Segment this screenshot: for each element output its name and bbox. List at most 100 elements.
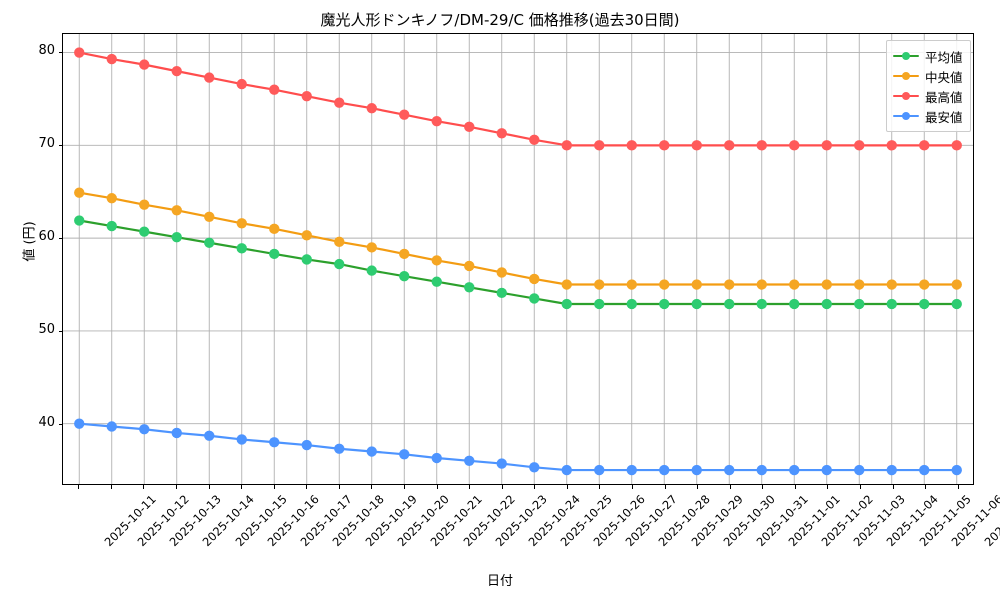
data-point-marker	[594, 140, 605, 151]
y-axis-tick-label: 70	[38, 135, 55, 151]
data-point-marker	[171, 427, 182, 439]
data-point-marker	[626, 298, 637, 310]
data-point-marker	[919, 279, 930, 290]
data-point-marker	[854, 298, 865, 310]
data-point-marker	[789, 140, 800, 151]
data-point-marker	[171, 232, 182, 243]
data-point-marker	[756, 140, 767, 151]
data-point-marker	[334, 236, 345, 248]
data-point-marker	[691, 279, 702, 290]
x-axis-tick-mark	[404, 485, 405, 489]
legend-item[interactable]: 中央値	[893, 66, 963, 86]
data-point-marker	[236, 434, 247, 445]
y-axis-tick-mark	[58, 238, 62, 240]
data-point-marker	[106, 193, 117, 204]
data-point-marker	[756, 279, 767, 290]
x-axis-tick-mark	[925, 485, 927, 489]
x-axis-label: 日付	[486, 574, 513, 589]
grid-lines	[63, 34, 973, 484]
data-point-marker	[919, 298, 930, 310]
data-point-marker	[431, 276, 442, 287]
legend-item-label: 平均値	[925, 49, 963, 65]
data-point-marker	[659, 279, 670, 290]
data-point-marker	[529, 293, 540, 304]
data-point-marker	[919, 140, 930, 151]
x-axis-tick-mark	[762, 485, 764, 489]
legend-item[interactable]: 最高値	[893, 86, 963, 106]
data-point-marker	[496, 458, 507, 469]
data-point-marker	[74, 418, 85, 429]
data-point-marker	[301, 230, 312, 241]
data-point-marker	[464, 260, 475, 272]
data-point-marker	[951, 279, 962, 290]
data-point-marker	[74, 215, 85, 226]
data-point-marker	[789, 279, 800, 290]
x-axis-tick-mark	[729, 485, 731, 489]
y-axis-tick-label: 60	[38, 229, 55, 245]
data-point-marker	[951, 140, 962, 151]
data-point-marker	[431, 116, 442, 127]
data-point-marker	[561, 279, 572, 290]
data-point-marker	[171, 65, 182, 77]
data-point-marker	[431, 452, 442, 464]
x-axis-tick-mark	[664, 485, 666, 489]
data-point-marker	[139, 424, 150, 435]
x-axis-tick-mark	[338, 485, 340, 489]
data-point-marker	[496, 128, 507, 139]
legend-item[interactable]: 最安値	[893, 106, 963, 126]
data-point-marker	[626, 279, 637, 290]
data-point-marker	[561, 140, 572, 151]
data-point-marker	[561, 298, 572, 310]
data-point-marker	[724, 464, 735, 476]
series-4	[74, 418, 962, 476]
data-point-marker	[724, 279, 735, 290]
x-axis-tick-mark	[371, 485, 373, 489]
y-axis-tick-label: 80	[38, 42, 55, 58]
y-axis-tick-mark	[58, 144, 62, 146]
legend-item[interactable]: 平均値	[893, 46, 963, 66]
data-point-marker	[951, 298, 962, 310]
series-3	[74, 47, 962, 151]
series-line	[78, 219, 958, 306]
data-point-marker	[139, 226, 150, 237]
data-point-marker	[301, 90, 312, 102]
x-axis-tick-mark	[436, 485, 438, 489]
data-point-marker	[886, 140, 897, 151]
data-point-marker	[366, 446, 377, 457]
x-axis-tick-mark	[892, 485, 894, 489]
data-point-marker	[854, 140, 865, 151]
x-axis-tick-mark	[827, 485, 829, 489]
data-point-marker	[74, 187, 85, 198]
data-point-marker	[529, 273, 540, 285]
data-point-marker	[854, 464, 865, 476]
y-axis-tick-mark	[58, 51, 62, 53]
data-point-marker	[236, 218, 247, 229]
legend-item-label: 中央値	[925, 69, 963, 85]
data-point-marker	[269, 84, 280, 95]
series-2	[74, 187, 962, 290]
x-axis-tick-mark	[273, 485, 275, 489]
x-axis-tick-mark	[208, 485, 210, 489]
legend-item-label: 最高値	[925, 89, 963, 105]
chart-title: 魔光人形ドンキノフ/DM-29/C 価格推移(過去30日間)	[320, 11, 680, 29]
legend-item-label: 最安値	[925, 109, 963, 125]
y-axis-tick-label: 40	[38, 415, 55, 431]
x-axis-tick-mark	[697, 485, 699, 489]
data-point-marker	[821, 140, 832, 151]
data-point-marker	[106, 53, 117, 65]
x-axis-tick-mark	[110, 485, 112, 489]
data-point-marker	[756, 298, 767, 310]
x-axis-tick-mark	[860, 485, 861, 489]
data-point-marker	[691, 140, 702, 151]
legend-swatch-icon	[893, 70, 919, 82]
data-point-marker	[106, 421, 117, 432]
data-point-marker	[626, 464, 637, 476]
data-point-marker	[399, 449, 410, 460]
data-point-marker	[269, 437, 280, 448]
data-point-marker	[659, 140, 670, 151]
y-axis-tick-mark	[58, 424, 62, 426]
data-point-marker	[659, 298, 670, 310]
data-point-marker	[106, 220, 117, 232]
series-line	[78, 422, 958, 472]
